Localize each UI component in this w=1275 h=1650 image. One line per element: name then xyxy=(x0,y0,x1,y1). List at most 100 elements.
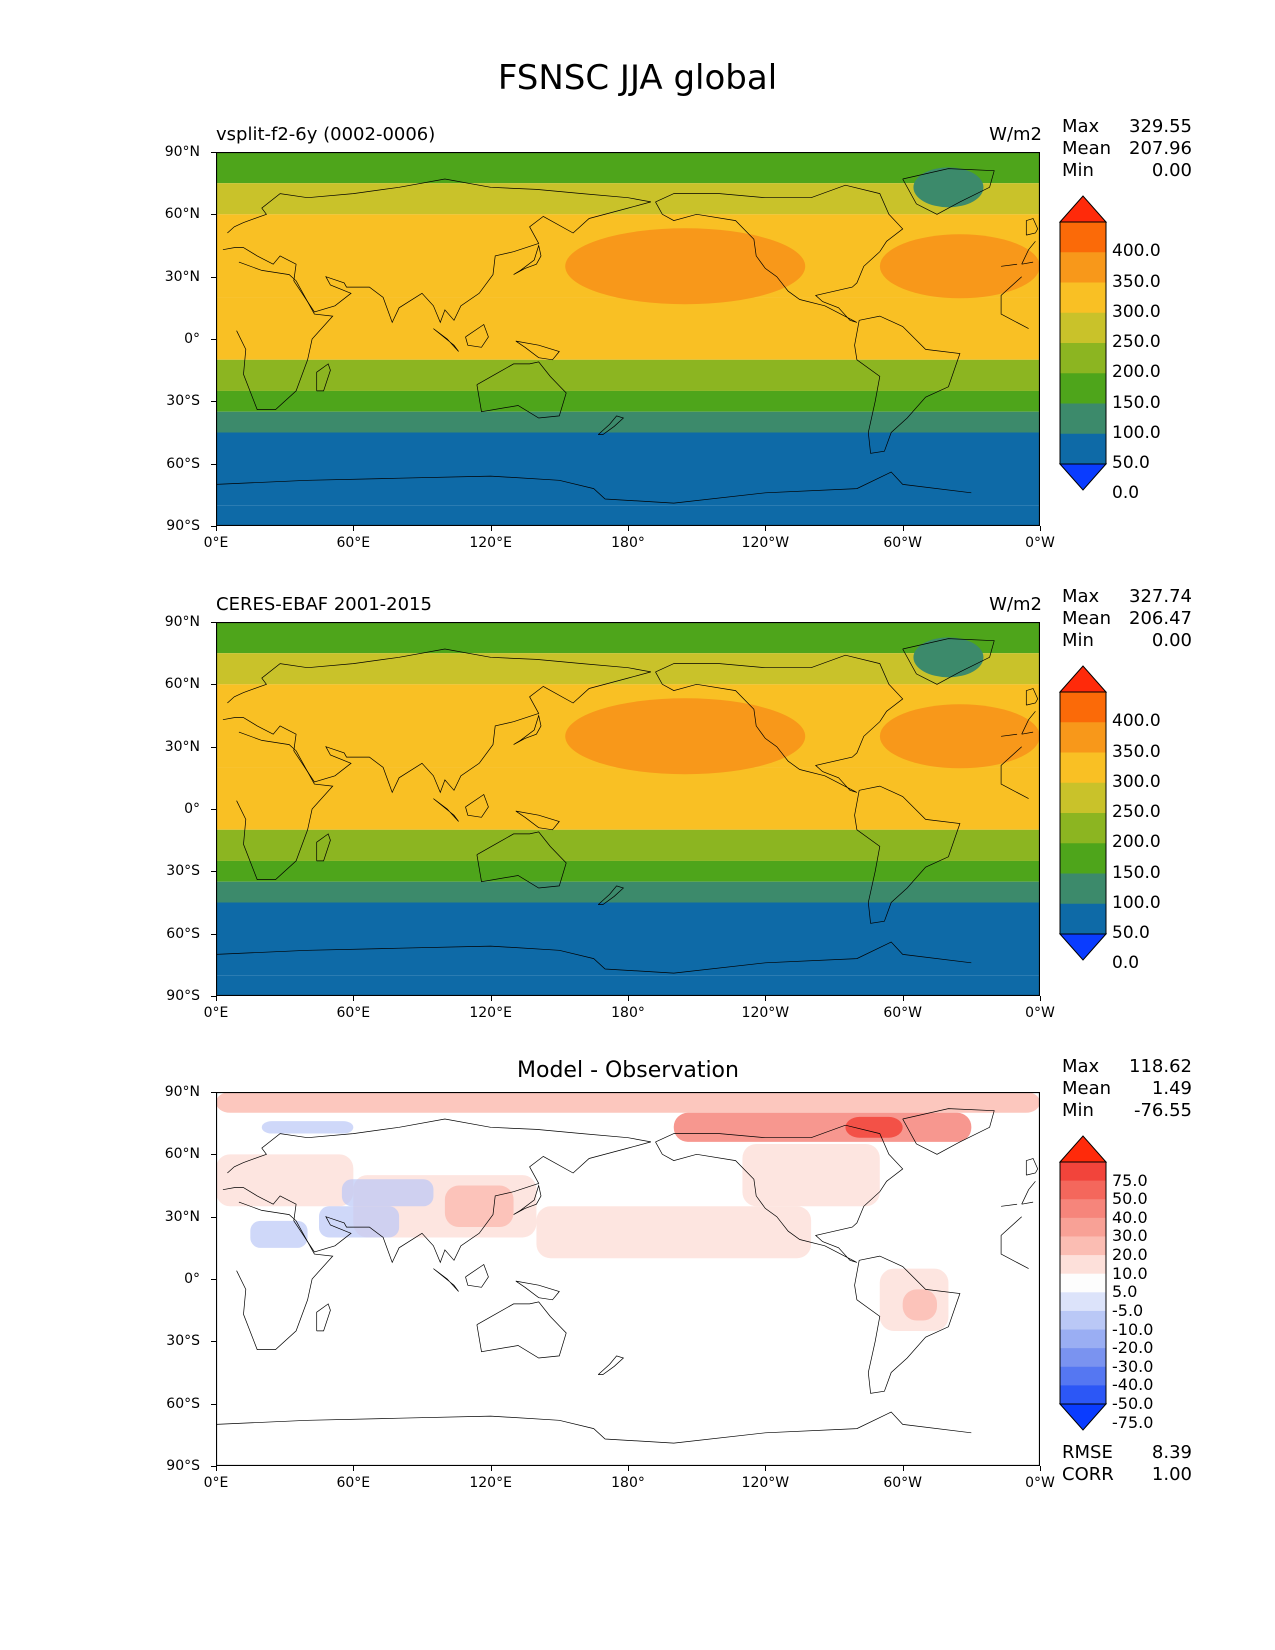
stat-mean-label: Mean xyxy=(1062,608,1112,629)
colorbar-segment xyxy=(1060,312,1106,344)
latitude-band xyxy=(216,505,1040,526)
latitude-band xyxy=(216,152,1040,184)
y-tick-mark xyxy=(211,746,216,748)
greenland-region xyxy=(913,637,984,678)
difference-region xyxy=(742,1143,880,1207)
x-tick-label: 0°W xyxy=(1025,535,1055,551)
colorbar-tick-label: -40.0 xyxy=(1112,1375,1154,1395)
colorbar-tick-label: 300.0 xyxy=(1112,771,1161,792)
colorbar-tick-label: 200.0 xyxy=(1112,832,1161,853)
colorbar-tick-label: 350.0 xyxy=(1112,271,1161,292)
coastline xyxy=(1025,1158,1039,1176)
y-tick-label: 60°S xyxy=(166,455,200,472)
colorbar-segment xyxy=(1060,903,1106,935)
coastline xyxy=(316,363,331,392)
x-tick-mark xyxy=(490,526,492,531)
latitude-band xyxy=(216,860,1040,882)
coastline xyxy=(465,1263,489,1288)
stat-max-value: 329.55 xyxy=(1129,116,1192,137)
difference-region xyxy=(444,1185,514,1228)
colorbar-extend-max xyxy=(1058,195,1108,223)
coastline xyxy=(854,1255,961,1394)
y-tick-mark xyxy=(211,339,216,340)
y-tick-label: 90°N xyxy=(164,1084,200,1100)
x-tick-mark xyxy=(353,526,355,531)
north-pacific-high-region xyxy=(565,228,806,305)
colorbar-tick-label: 50.0 xyxy=(1112,923,1150,943)
panel1-colorbar xyxy=(1058,195,1108,495)
x-tick-label: 60°E xyxy=(336,535,371,551)
y-tick-mark xyxy=(211,871,216,873)
colorbar-segment xyxy=(1060,1199,1106,1219)
latitude-band xyxy=(216,622,1040,654)
colorbar-segment xyxy=(1060,782,1106,814)
colorbar-segment xyxy=(1060,403,1106,435)
x-tick-mark xyxy=(628,1466,629,1471)
difference-region xyxy=(216,1092,1040,1113)
x-tick-label: 60°W xyxy=(883,1005,922,1021)
y-tick-label: 60°N xyxy=(164,206,200,223)
coastline xyxy=(854,315,961,454)
north-pacific-high-region xyxy=(565,698,806,775)
stat-max-label: Max xyxy=(1062,586,1100,607)
colorbar-tick-label: 400.0 xyxy=(1112,241,1161,262)
x-tick-mark xyxy=(353,996,355,1001)
y-tick-mark xyxy=(211,276,216,278)
x-tick-mark xyxy=(1040,996,1041,1001)
colorbar-tick-label: 50.0 xyxy=(1112,453,1150,473)
colorbar-tick-label: 150.0 xyxy=(1112,392,1161,413)
x-tick-label: 0°E xyxy=(203,535,229,551)
colorbar-tick-label: 0.0 xyxy=(1112,483,1140,504)
coastline xyxy=(655,654,904,793)
y-tick-label: 90°S xyxy=(166,1458,200,1474)
colorbar-segment xyxy=(1060,752,1106,784)
latitude-band xyxy=(216,390,1040,412)
panel2-map xyxy=(216,622,1040,996)
colorbar-segment xyxy=(1060,1366,1106,1386)
panel1-title: vsplit-f2-6y (0002-0006) xyxy=(216,124,436,145)
coastline xyxy=(316,1303,331,1332)
difference-region xyxy=(845,1116,903,1138)
coastline xyxy=(513,714,542,745)
x-tick-mark xyxy=(628,996,629,1001)
latitude-band xyxy=(216,881,1040,903)
x-tick-mark xyxy=(490,996,492,1001)
colorbar-segment xyxy=(1060,843,1106,874)
x-tick-label: 0°E xyxy=(203,1475,229,1491)
colorbar-frame xyxy=(1059,1161,1107,1405)
colorbar-tick-label: -50.0 xyxy=(1112,1394,1154,1413)
y-tick-mark xyxy=(211,622,216,623)
colorbar-segment xyxy=(1060,873,1106,905)
coastline xyxy=(902,1108,995,1155)
colorbar-extend-min xyxy=(1058,1403,1108,1431)
colorbar-tick-label: 100.0 xyxy=(1112,422,1161,443)
y-tick-mark xyxy=(211,214,216,216)
latitude-band xyxy=(216,767,1040,830)
colorbar-tick-label: 150.0 xyxy=(1112,862,1161,883)
colorbar-tick-label: 5.0 xyxy=(1112,1282,1138,1302)
x-tick-label: 0°W xyxy=(1025,1005,1055,1021)
y-tick-label: 60°S xyxy=(166,925,200,942)
colorbar-frame xyxy=(1059,691,1107,935)
map-frame xyxy=(216,152,1040,526)
stat-min-value: 0.00 xyxy=(1151,630,1192,651)
coastline xyxy=(433,798,459,822)
colorbar-tick-label: 0.0 xyxy=(1112,953,1140,974)
coastline xyxy=(513,1184,542,1215)
colorbar-segment xyxy=(1060,1273,1106,1293)
map-frame xyxy=(216,622,1040,996)
coastline xyxy=(655,184,904,323)
coastline xyxy=(433,328,459,352)
latitude-band xyxy=(216,829,1040,861)
x-tick-label: 60°E xyxy=(336,1005,371,1021)
colorbar-tick-label: 50.0 xyxy=(1112,1189,1148,1209)
y-tick-mark xyxy=(211,809,216,810)
stat-mean-value: 1.49 xyxy=(1151,1078,1192,1099)
y-tick-label: 60°S xyxy=(166,1395,200,1412)
coastline xyxy=(515,810,560,831)
colorbar-extend-max xyxy=(1058,665,1108,693)
panel2-colorbar xyxy=(1058,665,1108,965)
panel1-map xyxy=(216,152,1040,526)
x-tick-label: 120°W xyxy=(741,1475,790,1491)
panel3-metrics: RMSE 8.39 CORR 1.00 xyxy=(1062,1442,1192,1486)
